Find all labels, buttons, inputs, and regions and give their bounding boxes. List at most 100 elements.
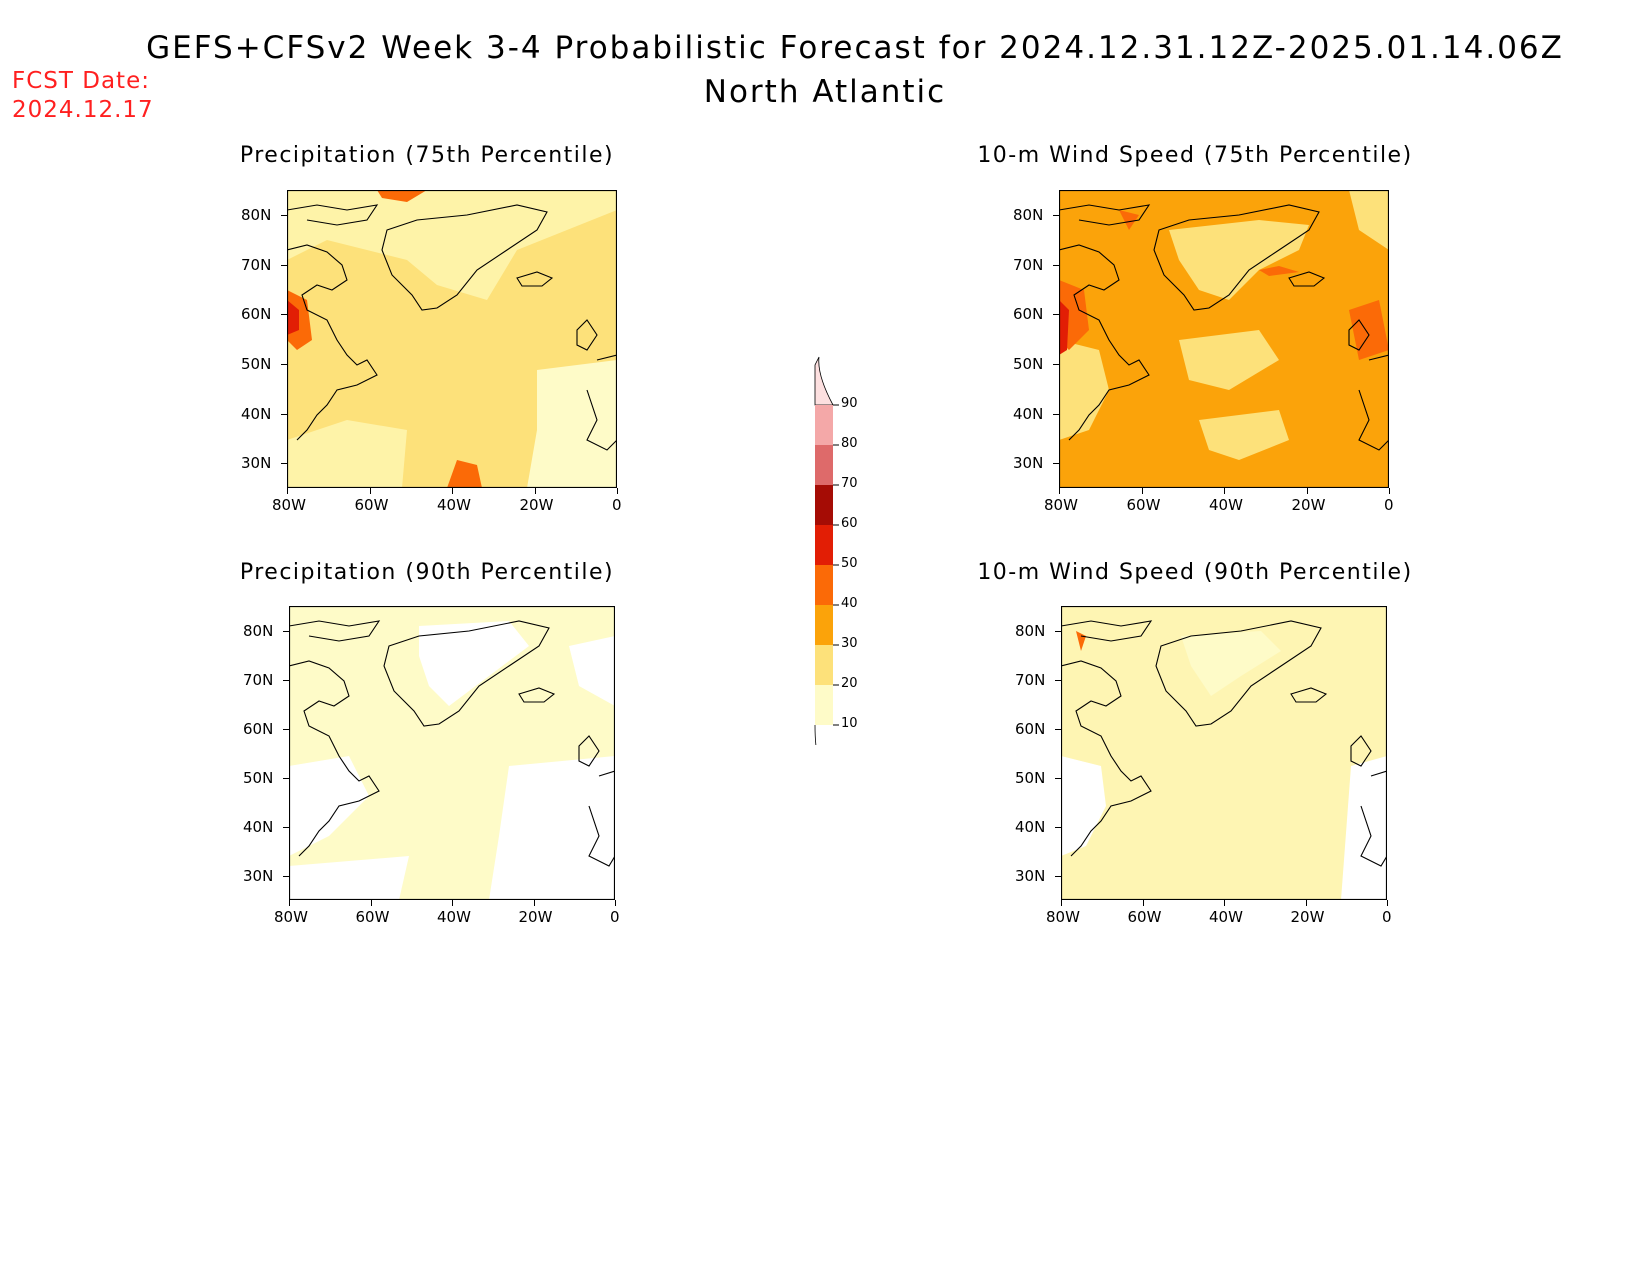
lon-tick-label: 0 <box>1382 908 1392 926</box>
lat-tick-mark <box>281 314 287 316</box>
lat-tick-label: 80N <box>1013 205 1044 224</box>
lat-tick-mark <box>1053 463 1059 465</box>
lon-tick-mark <box>1389 488 1390 494</box>
lat-tick-label: 50N <box>1013 354 1044 373</box>
lat-tick-label: 30N <box>1013 454 1044 473</box>
lon-tick-mark <box>369 488 371 494</box>
lon-tick-mark <box>1141 488 1143 494</box>
lon-tick-mark <box>1061 900 1062 906</box>
lon-tick-label: 60W <box>1126 496 1161 514</box>
colorbar-level-label: 90 <box>841 396 858 411</box>
colorbar-segment <box>815 605 833 645</box>
lat-tick-mark <box>1053 363 1059 365</box>
lon-tick-mark <box>615 900 616 906</box>
lon-tick-mark <box>1305 900 1307 906</box>
colorbar-segment <box>815 525 833 565</box>
lat-tick-label: 60N <box>241 305 272 324</box>
lat-tick-mark <box>281 264 287 266</box>
lon-tick-label: 20W <box>1290 908 1325 926</box>
lat-tick-label: 40N <box>243 817 274 836</box>
colorbar <box>814 356 839 745</box>
lat-tick-mark <box>281 214 287 216</box>
lat-tick-label: 80N <box>243 621 274 640</box>
map-precip-75 <box>287 190 617 488</box>
map-wind-90 <box>1061 606 1387 900</box>
colorbar-segment <box>814 356 834 406</box>
lat-tick-mark <box>1053 214 1059 216</box>
lat-tick-mark <box>1053 314 1059 316</box>
colorbar-level-label: 40 <box>841 596 858 611</box>
lon-tick-mark <box>617 488 618 494</box>
lon-tick-label: 20W <box>519 496 554 514</box>
colorbar-level-label: 70 <box>841 476 858 491</box>
forecast-date-value: 2024.12.17 <box>12 97 154 123</box>
lon-tick-mark <box>287 488 288 494</box>
lat-tick-mark <box>283 630 289 632</box>
lon-tick-mark <box>452 900 453 906</box>
lat-tick-mark <box>1055 777 1061 779</box>
lon-tick-mark <box>1387 900 1388 906</box>
lon-tick-label: 40W <box>437 496 471 514</box>
lat-tick-label: 70N <box>1013 255 1044 274</box>
lat-tick-mark <box>281 363 287 365</box>
lat-tick-label: 40N <box>241 404 272 423</box>
lat-tick-mark <box>1055 728 1061 730</box>
forecast-date-label: FCST Date: <box>12 68 150 94</box>
lat-tick-label: 70N <box>1015 670 1046 689</box>
lon-tick-label: 0 <box>610 908 620 926</box>
lat-tick-label: 80N <box>1015 621 1046 640</box>
lon-tick-label: 40W <box>1209 496 1243 514</box>
lon-tick-label: 80W <box>272 496 306 514</box>
colorbar-level-label: 10 <box>841 716 858 731</box>
lon-tick-label: 80W <box>1046 908 1080 926</box>
lat-tick-mark <box>283 679 289 681</box>
lon-tick-label: 60W <box>354 496 389 514</box>
colorbar-level-label: 20 <box>841 676 858 691</box>
lat-tick-mark <box>281 413 287 415</box>
lon-tick-label: 0 <box>612 496 622 514</box>
lat-tick-mark <box>1053 413 1059 415</box>
lon-tick-mark <box>1224 900 1225 906</box>
lon-tick-label: 60W <box>355 908 390 926</box>
colorbar-bottom-cap <box>814 724 817 745</box>
colorbar-level-label: 60 <box>841 516 858 531</box>
lat-tick-label: 60N <box>1015 719 1046 738</box>
lat-tick-label: 70N <box>243 670 274 689</box>
lat-tick-mark <box>281 463 287 465</box>
lat-tick-label: 40N <box>1013 404 1044 423</box>
colorbar-level-label: 80 <box>841 436 858 451</box>
lat-tick-mark <box>1053 264 1059 266</box>
map-wind-75 <box>1059 190 1389 488</box>
main-title: GEFS+CFSv2 Week 3-4 Probabilistic Foreca… <box>146 30 1564 66</box>
lon-tick-label: 20W <box>1291 496 1326 514</box>
lon-tick-label: 80W <box>1044 496 1078 514</box>
lat-tick-label: 60N <box>1013 305 1044 324</box>
colorbar-segment <box>815 645 833 685</box>
lat-tick-mark <box>1055 826 1061 828</box>
panel-title-wind-90: 10-m Wind Speed (90th Percentile) <box>977 560 1413 585</box>
colorbar-segment <box>815 565 833 605</box>
lon-tick-mark <box>533 900 535 906</box>
lat-tick-label: 50N <box>243 768 274 787</box>
lat-tick-label: 50N <box>241 354 272 373</box>
lat-tick-mark <box>1055 875 1061 877</box>
lon-tick-label: 0 <box>1384 496 1394 514</box>
lon-tick-mark <box>1142 900 1144 906</box>
region-title: North Atlantic <box>703 74 947 110</box>
colorbar-segment <box>815 485 833 525</box>
panel-title-precip-75: Precipitation (75th Percentile) <box>239 143 615 168</box>
lat-tick-mark <box>1055 630 1061 632</box>
lat-tick-label: 30N <box>1015 866 1046 885</box>
lon-tick-label: 20W <box>518 908 553 926</box>
panel-title-precip-90: Precipitation (90th Percentile) <box>239 560 615 585</box>
lat-tick-mark <box>283 728 289 730</box>
lat-tick-label: 30N <box>243 866 274 885</box>
colorbar-segment <box>815 685 833 725</box>
lat-tick-label: 70N <box>241 255 272 274</box>
lon-tick-mark <box>534 488 536 494</box>
lon-tick-mark <box>1059 488 1060 494</box>
lon-tick-mark <box>289 900 290 906</box>
lon-tick-mark <box>1224 488 1225 494</box>
lat-tick-mark <box>283 875 289 877</box>
lon-tick-label: 40W <box>1209 908 1243 926</box>
